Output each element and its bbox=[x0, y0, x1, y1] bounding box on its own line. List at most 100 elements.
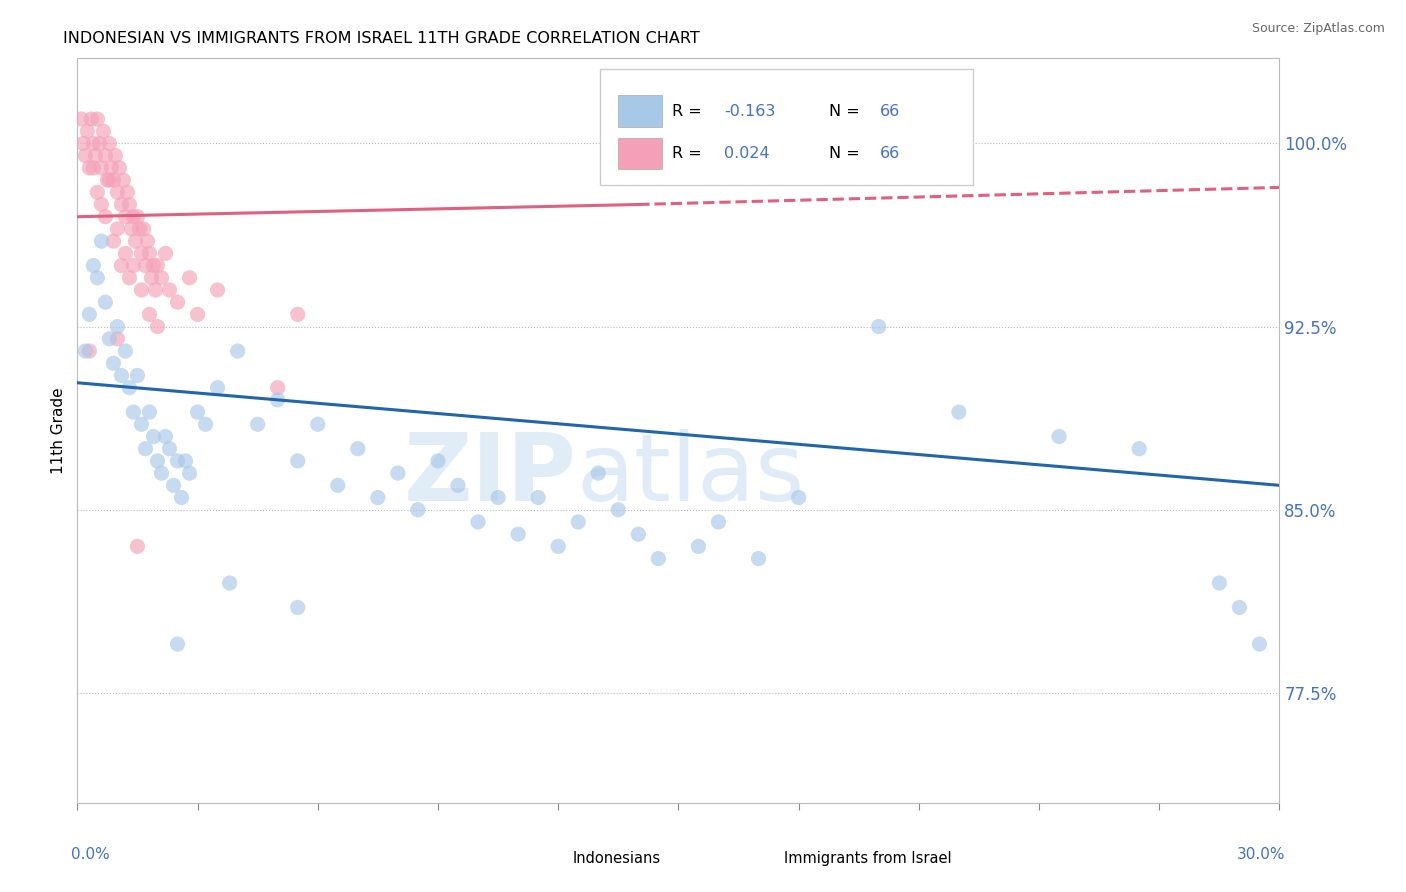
Point bbox=[90, 161, 112, 175]
Point bbox=[100, 161, 122, 175]
Point bbox=[170, 491, 193, 505]
Point bbox=[141, 270, 163, 285]
Text: 0.0%: 0.0% bbox=[72, 847, 110, 863]
Point bbox=[1128, 442, 1150, 456]
Point bbox=[122, 259, 145, 273]
Point bbox=[94, 149, 117, 163]
Point bbox=[118, 381, 141, 395]
Point bbox=[1047, 429, 1070, 443]
Point bbox=[117, 186, 139, 200]
Text: 66: 66 bbox=[880, 146, 901, 161]
Point bbox=[146, 319, 169, 334]
Point bbox=[82, 161, 104, 175]
Point bbox=[868, 319, 890, 334]
Text: 66: 66 bbox=[880, 103, 901, 119]
Point bbox=[82, 136, 104, 151]
Point bbox=[486, 491, 509, 505]
Point bbox=[84, 149, 107, 163]
Point bbox=[122, 405, 145, 419]
Point bbox=[86, 112, 108, 126]
Point bbox=[107, 319, 129, 334]
Point bbox=[75, 344, 97, 359]
Text: Indonesians: Indonesians bbox=[572, 851, 661, 866]
Point bbox=[131, 283, 153, 297]
Point bbox=[103, 356, 125, 370]
Text: N =: N = bbox=[828, 146, 865, 161]
Point bbox=[688, 540, 710, 554]
Point bbox=[1249, 637, 1271, 651]
Point bbox=[110, 197, 132, 211]
Point bbox=[226, 344, 249, 359]
Point bbox=[82, 259, 104, 273]
Point bbox=[387, 466, 409, 480]
Point bbox=[508, 527, 530, 541]
Point bbox=[142, 259, 165, 273]
Point bbox=[122, 210, 145, 224]
Point bbox=[159, 283, 181, 297]
Text: atlas: atlas bbox=[576, 429, 804, 521]
Point bbox=[307, 417, 329, 432]
Point bbox=[627, 527, 650, 541]
Point bbox=[127, 210, 149, 224]
Y-axis label: 11th Grade: 11th Grade bbox=[51, 387, 66, 474]
Point bbox=[287, 600, 309, 615]
Point bbox=[162, 478, 184, 492]
Point bbox=[218, 576, 240, 591]
Point bbox=[145, 283, 167, 297]
Point bbox=[90, 234, 112, 248]
Point bbox=[94, 295, 117, 310]
Point bbox=[146, 259, 169, 273]
FancyBboxPatch shape bbox=[619, 95, 662, 127]
Point bbox=[80, 112, 103, 126]
Text: 30.0%: 30.0% bbox=[1237, 847, 1285, 863]
Text: Immigrants from Israel: Immigrants from Israel bbox=[785, 851, 952, 866]
Point bbox=[155, 429, 177, 443]
Text: Source: ZipAtlas.com: Source: ZipAtlas.com bbox=[1251, 22, 1385, 36]
Point bbox=[96, 173, 118, 187]
Point bbox=[79, 344, 101, 359]
Point bbox=[107, 332, 129, 346]
Point bbox=[787, 491, 810, 505]
Point bbox=[547, 540, 569, 554]
Point bbox=[207, 381, 229, 395]
Point bbox=[90, 197, 112, 211]
Point bbox=[567, 515, 589, 529]
Point bbox=[367, 491, 389, 505]
Point bbox=[132, 222, 155, 236]
FancyBboxPatch shape bbox=[600, 70, 973, 185]
Point bbox=[467, 515, 489, 529]
Point bbox=[1229, 600, 1251, 615]
Point bbox=[104, 149, 127, 163]
Point bbox=[98, 136, 121, 151]
Text: N =: N = bbox=[828, 103, 865, 119]
Point bbox=[186, 307, 209, 321]
Point bbox=[86, 186, 108, 200]
Point bbox=[287, 454, 309, 468]
Point bbox=[127, 368, 149, 383]
Point bbox=[527, 491, 550, 505]
Point bbox=[107, 222, 129, 236]
Point bbox=[103, 173, 125, 187]
Point bbox=[138, 246, 160, 260]
Point bbox=[179, 466, 201, 480]
Point bbox=[138, 307, 160, 321]
FancyBboxPatch shape bbox=[742, 846, 778, 871]
Point bbox=[748, 551, 770, 566]
Point bbox=[267, 392, 290, 407]
Point bbox=[134, 259, 156, 273]
Point bbox=[98, 332, 121, 346]
Point bbox=[607, 502, 630, 516]
Point bbox=[447, 478, 470, 492]
Point bbox=[89, 136, 111, 151]
Point bbox=[79, 161, 101, 175]
Point bbox=[98, 173, 121, 187]
Point bbox=[134, 442, 156, 456]
Point bbox=[94, 210, 117, 224]
Point bbox=[108, 161, 131, 175]
Point bbox=[79, 307, 101, 321]
Point bbox=[427, 454, 450, 468]
Point bbox=[246, 417, 269, 432]
Point bbox=[107, 186, 129, 200]
Point bbox=[120, 222, 142, 236]
Point bbox=[647, 551, 669, 566]
